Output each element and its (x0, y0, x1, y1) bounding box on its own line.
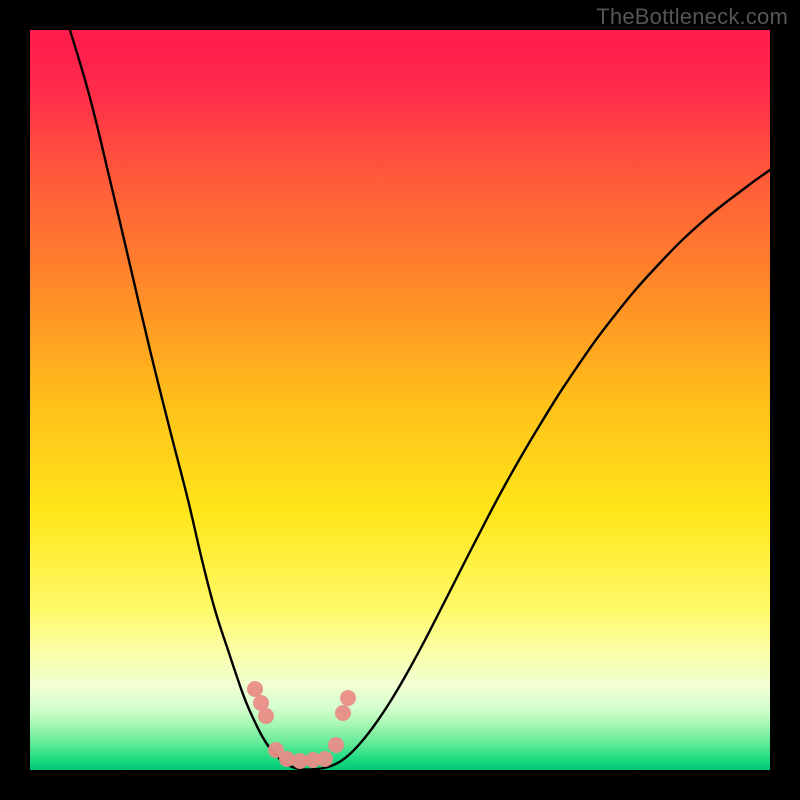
curve-marker (335, 705, 351, 721)
curve-marker (258, 708, 274, 724)
chart-plot-area (30, 30, 770, 770)
curve-marker (340, 690, 356, 706)
curve-marker (317, 751, 333, 767)
curve-marker (328, 737, 344, 753)
watermark-text: TheBottleneck.com (596, 4, 788, 30)
bottleneck-curve-chart (30, 30, 770, 770)
chart-background-gradient (30, 30, 770, 770)
curve-marker (247, 681, 263, 697)
